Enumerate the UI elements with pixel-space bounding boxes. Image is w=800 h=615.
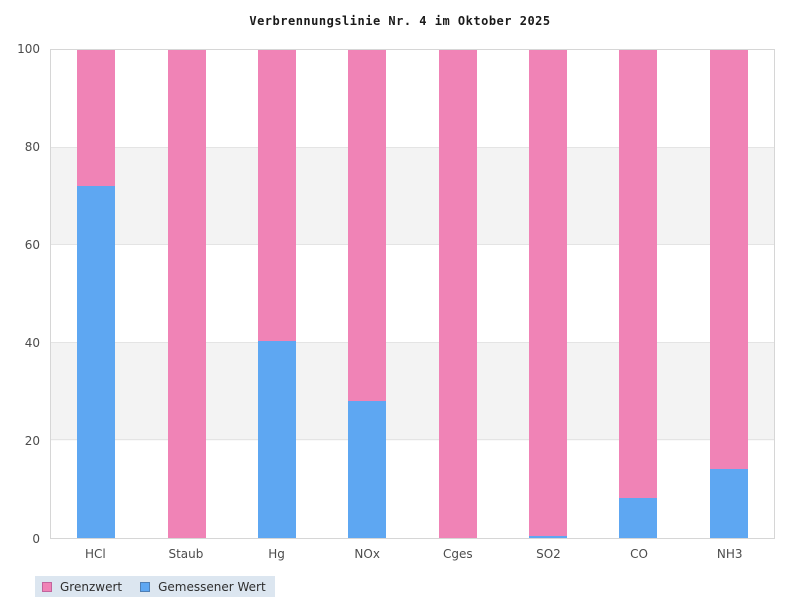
- y-tick-label: 20: [24, 434, 40, 448]
- stacked-bar: [709, 50, 748, 538]
- bar-slot: [322, 50, 412, 538]
- x-tick-label: NH3: [716, 547, 743, 561]
- legend-item: Gemessener Wert: [140, 580, 266, 594]
- legend-item: Grenzwert: [42, 580, 122, 594]
- x-tick-label: Cges: [442, 547, 473, 561]
- bar-slot: [413, 50, 503, 538]
- y-axis: 0 20 40 60 80 100: [0, 43, 40, 545]
- stacked-bar: [77, 50, 116, 538]
- x-tick-label: Staub: [168, 547, 204, 561]
- bar-slot: [684, 50, 774, 538]
- bar-segment: [77, 185, 116, 538]
- legend-label: Gemessener Wert: [158, 579, 266, 594]
- bar-slot: [51, 50, 141, 538]
- y-tick-label: 0: [32, 532, 40, 546]
- y-tick-label: 80: [24, 140, 40, 154]
- y-tick-label: 100: [17, 42, 40, 56]
- bar-segment: [348, 401, 387, 538]
- legend: Grenzwert Gemessener Wert: [35, 576, 275, 597]
- legend-label: Grenzwert: [60, 579, 123, 594]
- bar-slot: [503, 50, 593, 538]
- bar-slot: [593, 50, 683, 538]
- bar-segment: [257, 50, 296, 341]
- plot-area: [50, 49, 775, 539]
- gridline: [51, 244, 774, 246]
- gridline: [51, 439, 774, 441]
- y-tick-label: 60: [24, 238, 40, 252]
- x-tick-label: SO2: [536, 547, 561, 561]
- bar-segment: [619, 50, 658, 498]
- x-tick-label: NOx: [354, 547, 380, 561]
- y-tick-label: 40: [24, 336, 40, 350]
- bar-segment: [257, 340, 296, 538]
- bar-slot: [232, 50, 322, 538]
- x-axis: HCl Staub Hg NOx Cges SO2 CO NH3: [50, 547, 775, 561]
- stacked-bar: [257, 50, 296, 538]
- bar-segment: [619, 497, 658, 538]
- bar-slot: [141, 50, 231, 538]
- x-tick-label: Hg: [268, 547, 285, 561]
- bar-segment: [438, 50, 477, 538]
- legend-swatch: [140, 581, 151, 592]
- x-tick-label: HCl: [84, 547, 106, 561]
- bar-segment: [529, 536, 568, 538]
- bar-segment: [348, 50, 387, 402]
- bar-segment: [709, 50, 748, 470]
- gridline: [51, 146, 774, 148]
- chart-title: Verbrennungslinie Nr. 4 im Oktober 2025: [249, 14, 551, 28]
- gridline: [51, 341, 774, 343]
- stacked-bar: [167, 50, 206, 538]
- bar-segment: [167, 50, 206, 538]
- stacked-bar: [529, 50, 568, 538]
- bar-segment: [77, 50, 116, 186]
- legend-swatch: [42, 581, 52, 592]
- x-tick-label: CO: [630, 547, 648, 561]
- bar-segment: [529, 50, 568, 537]
- bar-slots: [51, 50, 774, 538]
- stacked-bar: [438, 50, 477, 538]
- stacked-bar: [348, 50, 387, 538]
- bar-segment: [709, 469, 748, 538]
- stacked-bar: [619, 50, 658, 538]
